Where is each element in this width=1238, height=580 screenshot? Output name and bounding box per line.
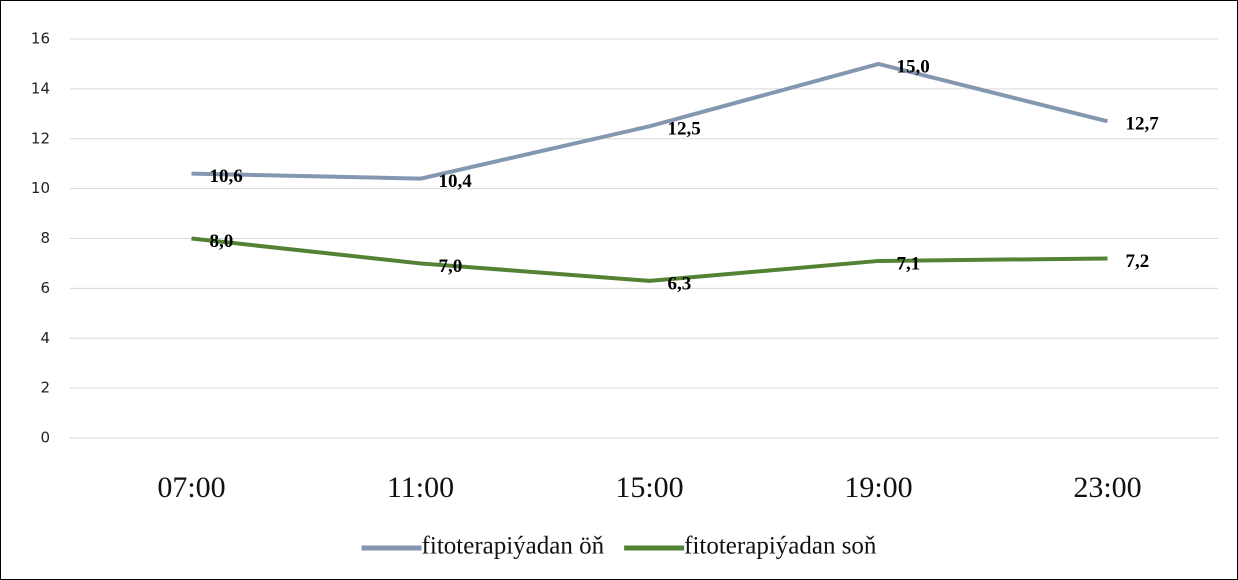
- data-label: 8,0: [210, 231, 234, 252]
- series-line: [191, 61, 1108, 181]
- y-tick-label: 6: [40, 279, 50, 297]
- data-label: 10,6: [210, 166, 243, 187]
- y-tick-label: 16: [31, 30, 50, 48]
- data-label: 7,2: [1126, 251, 1150, 272]
- legend-label: fitoterapiýadan soň: [684, 533, 877, 560]
- x-tick-label: 07:00: [157, 471, 225, 504]
- y-tick-label: 14: [31, 79, 50, 97]
- y-tick-label: 12: [31, 129, 50, 147]
- data-label: 10,4: [439, 171, 473, 192]
- data-label: 6,3: [668, 273, 692, 294]
- x-tick-label: 23:00: [1073, 471, 1141, 504]
- y-tick-label: 4: [40, 329, 50, 347]
- data-label: 12,5: [668, 119, 701, 140]
- y-tick-label: 8: [40, 229, 50, 247]
- data-label: 7,0: [439, 256, 463, 277]
- y-tick-label: 2: [40, 379, 50, 397]
- legend-label: fitoterapiýadan öň: [422, 533, 605, 560]
- x-tick-label: 11:00: [387, 471, 454, 504]
- y-tick-label: 0: [40, 429, 50, 447]
- y-tick-label: 10: [31, 179, 50, 197]
- data-label: 15,0: [897, 56, 930, 77]
- x-tick-label: 19:00: [844, 471, 912, 504]
- x-tick-label: 15:00: [615, 471, 683, 504]
- series-line: [191, 236, 1108, 283]
- legend: fitoterapiýadan öň fitoterapiýadan soň: [361, 533, 877, 560]
- data-label: 7,1: [897, 253, 921, 274]
- data-label: 12,7: [1126, 114, 1160, 135]
